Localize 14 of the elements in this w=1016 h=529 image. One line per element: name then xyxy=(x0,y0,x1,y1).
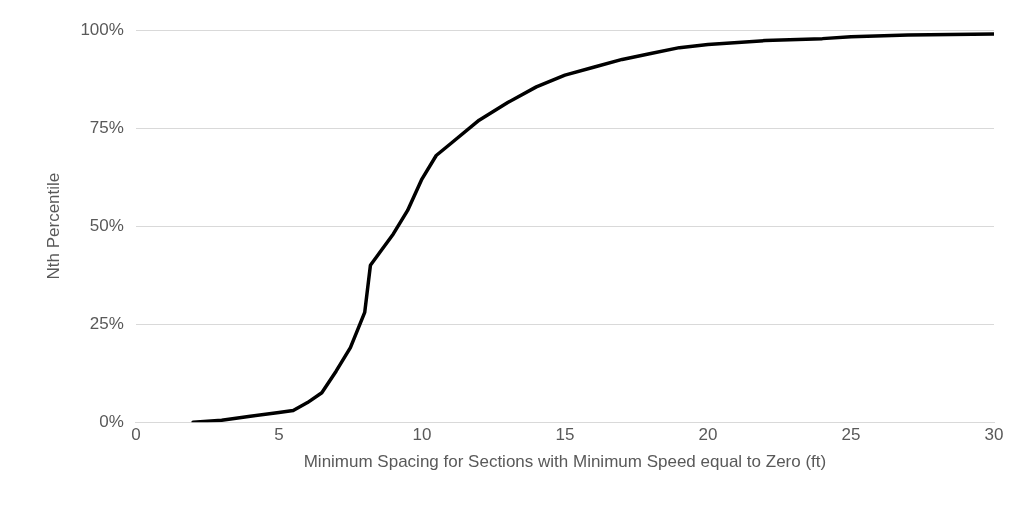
x-tick-label: 0 xyxy=(131,425,141,445)
x-tick-label: 15 xyxy=(555,425,575,445)
x-tick-label: 10 xyxy=(412,425,432,445)
x-tick-label: 20 xyxy=(698,425,718,445)
y-tick-label: 100% xyxy=(80,19,124,39)
y-tick-label: 75% xyxy=(89,117,124,137)
y-tick-label: 25% xyxy=(89,313,124,333)
x-tick-label: 30 xyxy=(984,425,1004,445)
y-axis-title: Nth Percentile xyxy=(43,172,63,280)
x-axis-title: Minimum Spacing for Sections with Minimum Speed equal to Zero (ft) xyxy=(303,452,827,472)
y-tick-label: 50% xyxy=(89,215,124,235)
x-tick-label: 5 xyxy=(274,425,284,445)
y-tick-label: 0% xyxy=(99,411,124,431)
x-tick-label: 25 xyxy=(841,425,861,445)
